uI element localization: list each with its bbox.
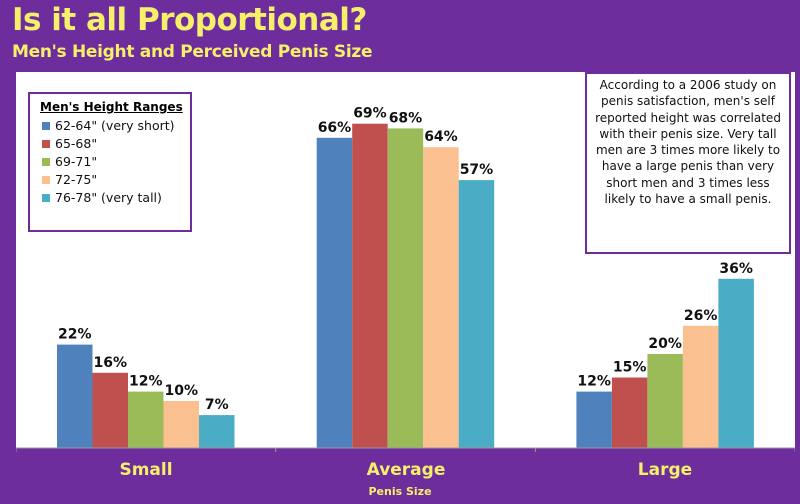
bar xyxy=(458,180,495,448)
legend-title: Men's Height Ranges xyxy=(40,100,183,114)
legend-swatch xyxy=(42,121,50,130)
bar xyxy=(57,344,93,448)
legend-item: 69-71" xyxy=(42,154,190,169)
bar xyxy=(199,415,235,448)
data-label: 64% xyxy=(424,129,458,145)
legend-swatch xyxy=(42,193,50,202)
data-label: 26% xyxy=(684,308,718,324)
legend-label: 65-68" xyxy=(55,136,98,151)
bar xyxy=(163,401,199,448)
legend-item: 65-68" xyxy=(42,136,190,151)
data-label: 36% xyxy=(719,261,753,277)
data-label: 7% xyxy=(205,397,229,413)
legend-swatch xyxy=(42,175,50,184)
legend-item: 62-64" (very short) xyxy=(42,118,190,133)
bar xyxy=(611,377,648,448)
bar xyxy=(682,325,719,448)
bar-chart: 22%66%12%16%69%15%12%68%20%10%64%26%7%57… xyxy=(16,106,795,452)
data-label: 10% xyxy=(164,383,198,399)
x-tick-label: Average xyxy=(366,460,446,480)
bar xyxy=(718,278,754,448)
legend-label: 72-75" xyxy=(55,172,98,187)
x-axis-label: Penis Size xyxy=(368,485,432,498)
legend-label: 62-64" (very short) xyxy=(55,118,175,133)
bar xyxy=(128,391,164,448)
bar xyxy=(647,354,683,448)
data-label: 22% xyxy=(58,327,92,343)
legend-swatch xyxy=(42,139,50,148)
legend-label: 76-78" (very tall) xyxy=(55,190,162,205)
data-label: 68% xyxy=(389,110,423,126)
data-label: 69% xyxy=(353,106,387,122)
data-label: 20% xyxy=(648,336,682,352)
bar xyxy=(316,137,353,449)
data-label: 16% xyxy=(93,355,127,371)
bar xyxy=(576,391,612,448)
legend-item: 76-78" (very tall) xyxy=(42,190,190,205)
bar xyxy=(387,128,424,448)
legend-label: 69-71" xyxy=(55,154,98,169)
data-label: 66% xyxy=(318,120,352,136)
chart-title: Is it all Proportional? xyxy=(12,2,367,38)
legend-item: 72-75" xyxy=(42,172,190,187)
x-tick-label: Large xyxy=(637,460,693,480)
data-label: 57% xyxy=(460,162,494,178)
bar xyxy=(423,147,459,448)
chart-subtitle: Men's Height and Perceived Penis Size xyxy=(12,42,373,62)
bar xyxy=(92,372,128,448)
bar xyxy=(352,123,388,448)
annotation-box: According to a 2006 study on penis satis… xyxy=(585,72,791,254)
data-label: 12% xyxy=(577,374,611,390)
x-tick-label: Small xyxy=(119,460,173,480)
legend-swatch xyxy=(42,157,50,166)
data-label: 15% xyxy=(613,360,647,376)
data-label: 12% xyxy=(129,374,163,390)
legend: Men's Height Ranges 62-64" (very short) 6… xyxy=(28,92,192,232)
